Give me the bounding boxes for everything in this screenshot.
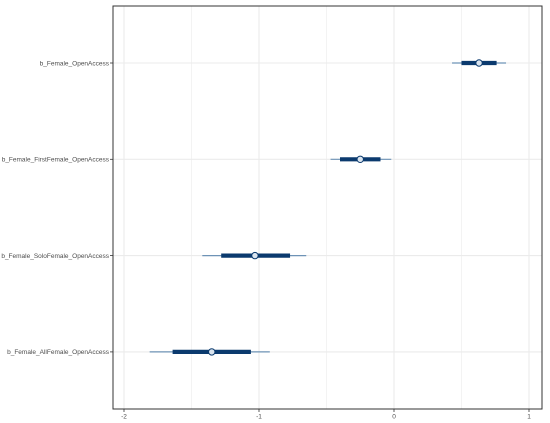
y-category-label: b_Female_AllFemale_OpenAccess xyxy=(7,349,110,356)
point-estimate xyxy=(475,59,483,67)
y-category-label: b_Female_OpenAccess xyxy=(40,60,110,67)
grid-lines xyxy=(113,6,542,409)
x-tick-label: 1 xyxy=(527,414,531,421)
plot-panel-border xyxy=(112,5,543,410)
x-tick-label: -1 xyxy=(256,414,262,421)
y-category-label: b_Female_SoloFemale_OpenAccess xyxy=(1,253,109,260)
interval-row xyxy=(452,59,507,67)
y-category-label: b_Female_FirstFemale_OpenAccess xyxy=(2,157,110,164)
x-axis: -2 -1 0 1 xyxy=(121,409,531,421)
point-estimate xyxy=(356,155,364,164)
x-tick-label: -2 xyxy=(121,414,127,421)
x-tick-label: 0 xyxy=(392,414,396,421)
point-estimate xyxy=(251,251,259,260)
interval-row xyxy=(149,348,270,356)
intervals xyxy=(149,59,507,356)
interval-row xyxy=(330,155,392,164)
interval-row xyxy=(202,251,307,260)
point-estimate xyxy=(208,348,216,356)
y-axis: b_Female_OpenAccess b_Female_FirstFemale_… xyxy=(1,60,113,356)
